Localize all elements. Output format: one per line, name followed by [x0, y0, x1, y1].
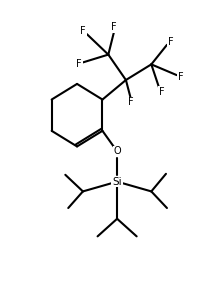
- Text: F: F: [177, 72, 183, 82]
- Text: F: F: [167, 37, 173, 47]
- Text: F: F: [127, 97, 133, 108]
- Text: F: F: [158, 87, 164, 97]
- Text: Si: Si: [112, 177, 121, 187]
- Text: F: F: [80, 26, 85, 36]
- Text: O: O: [113, 146, 120, 156]
- Text: F: F: [111, 22, 116, 32]
- Text: F: F: [76, 59, 81, 69]
